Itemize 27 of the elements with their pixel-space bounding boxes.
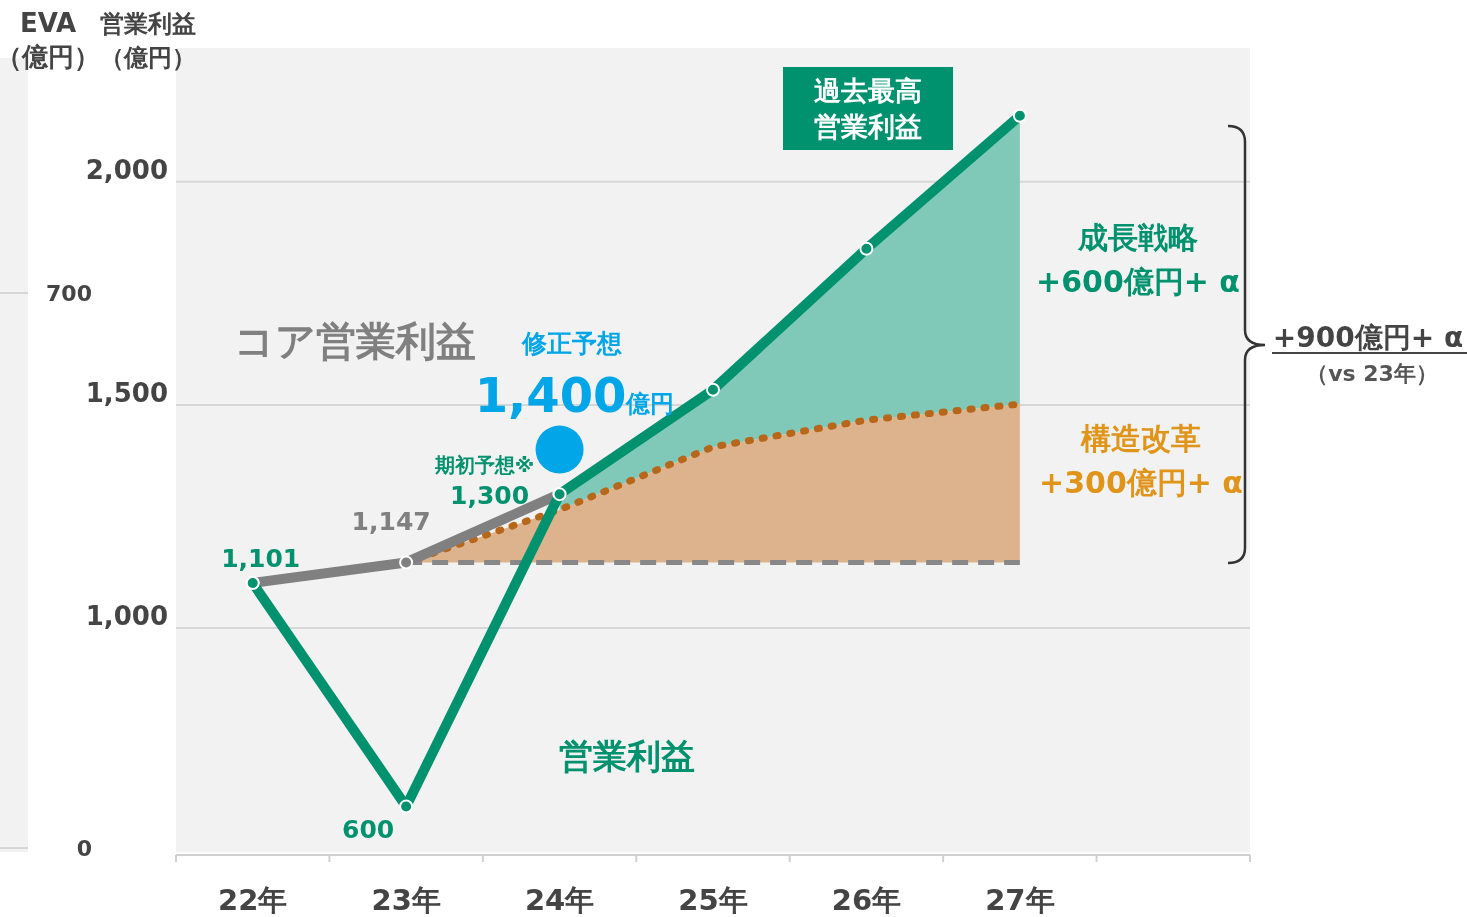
y2-tick-label: 0 (76, 836, 92, 862)
data-label: 1,147 (351, 507, 431, 537)
y2-axis-title: EVA （億円） (0, 8, 100, 72)
data-label: 1,300 (450, 481, 530, 511)
text: +900億円+ α (1272, 321, 1464, 354)
x-tick-label: 26年 (831, 883, 902, 917)
annotation: 期初予想※ (433, 453, 535, 478)
annotation: 成長戦略 +600億円+ α (1036, 220, 1240, 299)
x-tick-label: 23年 (371, 883, 441, 917)
y-axis-title: 営業利益（億円） (100, 10, 196, 72)
annotation: 構造改革 +300億円+ α (1039, 421, 1243, 500)
x-tick-label: 24年 (524, 883, 595, 917)
x-tick-label: 25年 (678, 883, 748, 917)
annotation: 過去最高営業利益 (814, 75, 922, 142)
text: 修正予想 (521, 329, 622, 358)
y-tick-label: 1,000 (85, 601, 168, 632)
data-label: 1,400億円 (474, 366, 675, 423)
y-tick-label: 2,000 (85, 154, 168, 185)
data-label: 600 (342, 815, 395, 845)
data-label: 1,101 (221, 543, 301, 573)
x-tick-label: 27年 (985, 883, 1055, 917)
y-tick-label: 1,500 (85, 377, 168, 408)
text: 営業利益 (559, 736, 695, 776)
text: コア営業利益 (234, 318, 476, 364)
text: （vs 23年） (1306, 361, 1438, 386)
x-tick-label: 22年 (218, 883, 288, 917)
y2-tick-label: 700 (46, 281, 92, 307)
